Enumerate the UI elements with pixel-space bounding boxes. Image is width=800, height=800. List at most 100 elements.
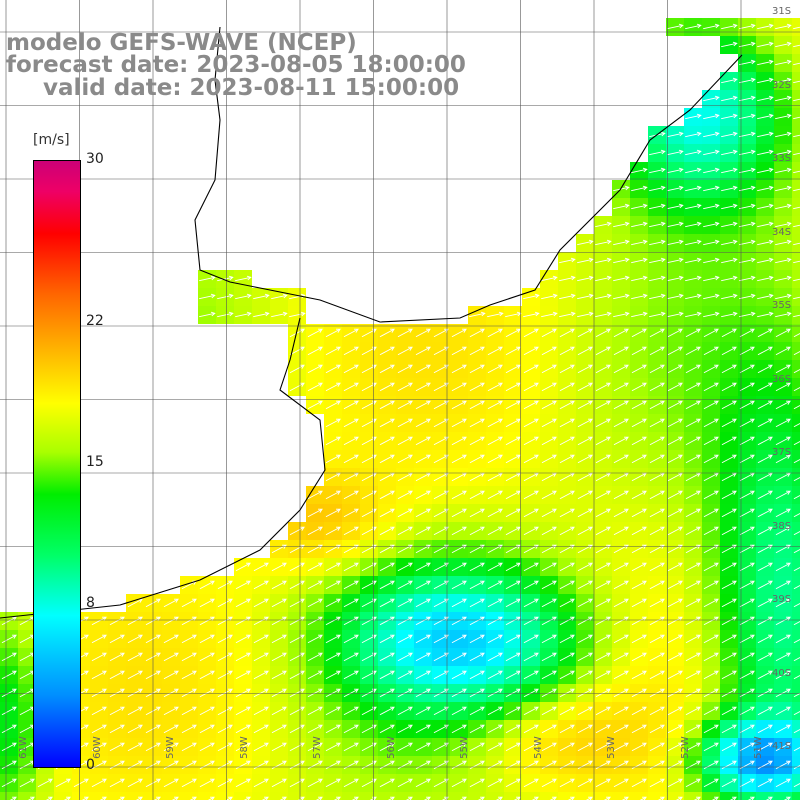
wind-arrow: [631, 562, 647, 572]
wind-arrow: [505, 670, 521, 680]
wind-arrow: [253, 706, 269, 716]
wind-arrow: [271, 562, 287, 572]
wind-arrow: [685, 311, 702, 318]
wind-arrow: [631, 167, 648, 174]
wind-arrow: [793, 747, 800, 752]
wind-arrow: [613, 239, 630, 246]
wind-arrow: [685, 508, 701, 518]
wind-arrow: [667, 436, 683, 446]
wind-arrow: [739, 293, 756, 300]
wind-arrow: [397, 616, 413, 626]
wind-arrow: [415, 508, 431, 518]
wind-arrow: [513, 796, 521, 800]
wind-arrow: [577, 652, 593, 662]
wind-arrow: [451, 382, 467, 392]
wind-arrow: [775, 293, 792, 300]
wind-arrow: [343, 652, 359, 662]
latitude-label: 37S: [772, 447, 792, 458]
wind-arrow: [685, 203, 702, 210]
wind-arrow: [127, 760, 143, 770]
wind-arrow: [793, 387, 800, 392]
wind-arrow: [181, 670, 197, 680]
wind-arrow: [541, 311, 558, 318]
wind-arrow: [613, 293, 630, 300]
wind-arrow: [577, 688, 593, 698]
wind-arrow: [685, 149, 702, 156]
wind-arrow: [433, 418, 449, 428]
wind-arrow: [649, 400, 665, 410]
wind-arrow: [739, 59, 756, 66]
wind-arrow: [703, 131, 720, 138]
wind-arrow: [307, 598, 323, 608]
wind-arrow: [487, 328, 503, 338]
wind-arrow: [595, 311, 612, 318]
wind-arrow: [631, 185, 648, 192]
wind-arrow: [631, 580, 647, 590]
wind-arrow: [505, 400, 521, 410]
wind-arrow: [757, 293, 774, 300]
wind-arrow: [343, 778, 359, 788]
wind-arrow: [163, 616, 179, 626]
wind-arrow: [559, 670, 575, 680]
wind-arrow: [793, 495, 800, 500]
wind-arrow: [235, 652, 251, 662]
wind-arrow: [91, 634, 107, 644]
wind-arrow: [235, 670, 251, 680]
wind-arrow: [685, 257, 702, 264]
wind-arrow: [631, 634, 647, 644]
wind-arrow: [307, 382, 323, 392]
wind-arrow: [271, 706, 287, 716]
wind-arrow: [757, 724, 773, 734]
wind-cell: [738, 792, 756, 800]
wind-arrow: [577, 257, 594, 264]
wind-arrow: [505, 436, 521, 446]
wind-arrow: [721, 41, 738, 48]
wind-arrow: [415, 382, 431, 392]
wind-arrow: [613, 221, 630, 228]
wind-arrow: [433, 724, 449, 734]
colorbar-tick-label: 8: [86, 595, 95, 612]
wind-cell: [594, 792, 612, 800]
wind-arrow: [253, 760, 269, 770]
wind-arrow: [451, 364, 467, 374]
wind-arrow: [523, 580, 539, 590]
wind-arrow: [685, 131, 702, 138]
wind-arrow: [613, 670, 629, 680]
wind-arrow: [505, 760, 521, 770]
colorbar: [33, 160, 81, 768]
wind-arrow: [189, 796, 197, 800]
wind-arrow: [307, 508, 323, 518]
wind-arrow: [415, 778, 431, 788]
wind-arrow: [217, 652, 233, 662]
longitude-label: 54W: [532, 736, 544, 759]
wind-arrow: [235, 562, 251, 572]
wind-arrow: [541, 616, 557, 626]
longitude-label: 55W: [458, 736, 470, 759]
wind-arrow: [325, 346, 341, 356]
wind-arrow: [531, 796, 539, 800]
wind-arrow: [343, 688, 359, 698]
wind-arrow: [415, 454, 431, 464]
wind-arrow: [685, 778, 701, 788]
wind-arrow: [541, 400, 557, 410]
wind-arrow: [703, 311, 720, 318]
wind-arrow: [739, 508, 755, 518]
wind-arrow: [343, 760, 359, 770]
wind-arrow: [693, 796, 701, 800]
wind-arrow: [631, 311, 648, 318]
wind-arrow: [477, 796, 485, 800]
wind-arrow: [343, 490, 359, 500]
wind-arrow: [541, 275, 558, 282]
wind-arrow: [757, 508, 773, 518]
wind-arrow: [559, 436, 575, 446]
wind-arrow: [775, 706, 791, 716]
wind-arrow: [505, 652, 521, 662]
wind-arrow: [451, 742, 467, 752]
wind-arrow: [379, 418, 395, 428]
wind-arrow: [577, 508, 593, 518]
coastline-path: [0, 26, 743, 619]
wind-arrow: [559, 346, 575, 356]
wind-cell: [558, 792, 576, 800]
wind-arrow: [397, 778, 413, 788]
wind-arrow: [757, 562, 773, 572]
